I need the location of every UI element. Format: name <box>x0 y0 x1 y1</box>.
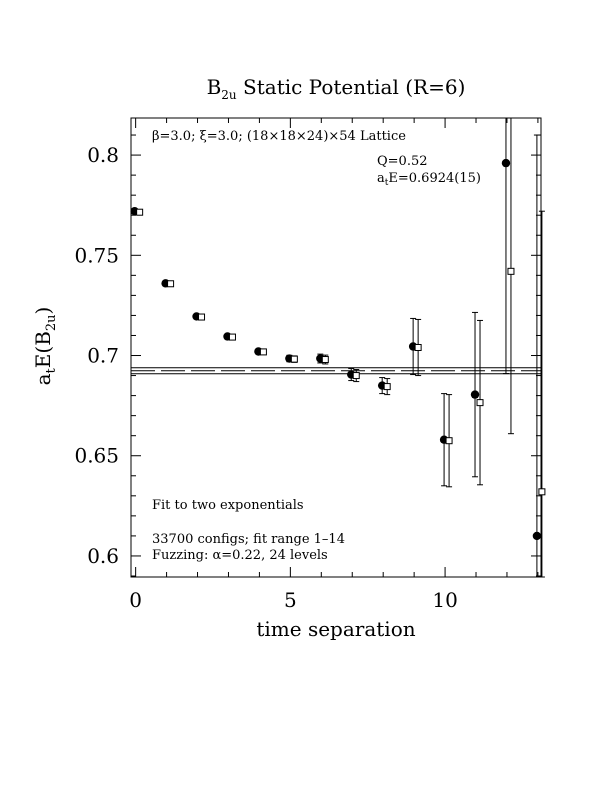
plot-area <box>130 117 546 578</box>
title-sub: 2u <box>221 88 237 102</box>
energy-a: a <box>377 171 385 186</box>
x-tick-label: 0 <box>129 588 142 612</box>
title-main: B <box>207 75 222 99</box>
lattice-annotation: β=3.0; ξ=3.0; (18×18×24)×54 Lattice <box>152 129 406 144</box>
data-point-square <box>259 348 267 356</box>
data-point-square <box>321 356 329 364</box>
x-tick-label: 5 <box>284 588 297 612</box>
fuzzing-annotation: Fuzzing: α=0.22, 24 levels <box>152 548 328 563</box>
y-tick-label: 0.75 <box>74 243 119 267</box>
x-tick-label: 10 <box>432 588 457 612</box>
y-tick-label: 0.7 <box>87 344 119 368</box>
fit-type-annotation: Fit to two exponentials <box>152 498 304 513</box>
x-axis-label: time separation <box>256 617 415 641</box>
ylabel-t: t <box>44 367 59 373</box>
y-tick-label: 0.6 <box>87 544 119 568</box>
ylabel-sub: 2u <box>44 314 59 331</box>
ylabel-e: E(B <box>31 331 55 368</box>
energy-t: t <box>385 178 389 188</box>
data-point-square <box>228 333 236 341</box>
energy-rest: E=0.6924(15) <box>388 171 481 186</box>
title-rest: Static Potential (R=6) <box>237 75 466 99</box>
ylabel-close: ) <box>31 307 55 315</box>
data-point-square <box>290 355 298 363</box>
data-point-circle <box>501 158 511 168</box>
y-axis-label: atE(B2u) <box>31 307 59 386</box>
chart-title: B2u Static Potential (R=6) <box>207 75 466 102</box>
y-tick-label: 0.65 <box>74 444 119 468</box>
y-tick-label: 0.8 <box>87 143 119 167</box>
ylabel-a: a <box>31 373 55 385</box>
data-point-square <box>538 488 546 496</box>
data-point-square <box>136 208 144 216</box>
data-point-square <box>445 437 453 445</box>
data-point-square <box>507 267 515 275</box>
data-point-square <box>414 344 422 351</box>
data-point-square <box>352 372 360 380</box>
data-point-square <box>383 383 391 391</box>
data-point-square <box>476 399 484 407</box>
data-point-square <box>167 280 175 288</box>
q-annotation: Q=0.52 <box>377 154 428 169</box>
data-point-square <box>198 313 206 321</box>
energy-annotation: atE=0.6924(15) <box>377 171 481 188</box>
plot-frame <box>130 117 542 578</box>
configs-annotation: 33700 configs; fit range 1–14 <box>152 532 345 547</box>
data-point-circle <box>532 531 542 541</box>
data-point-circle <box>470 390 480 399</box>
